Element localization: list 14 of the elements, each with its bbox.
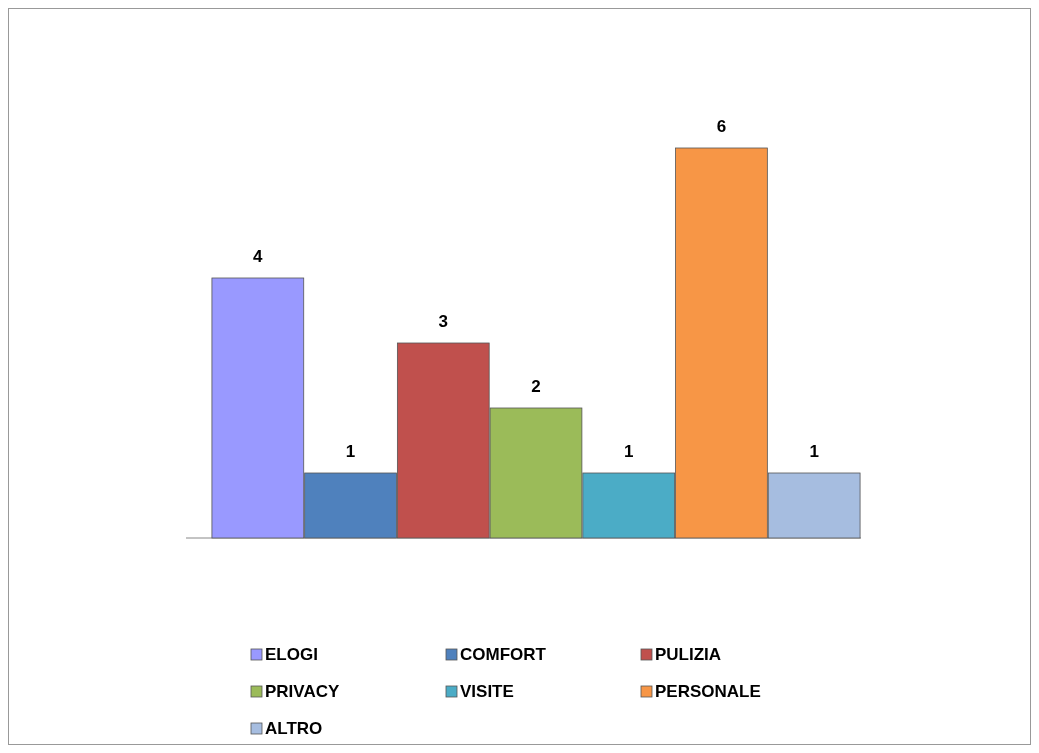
data-label: 3 (438, 312, 449, 331)
data-label: 1 (345, 442, 356, 461)
legend-label: ELOGI (265, 645, 318, 664)
data-label: 4 (253, 247, 264, 266)
legend-label: ALTRO (265, 719, 323, 738)
data-label: 2 (531, 377, 541, 396)
legend-label: PRIVACY (265, 682, 340, 701)
legend-label: PULIZIA (655, 645, 722, 664)
data-label: 6 (716, 117, 727, 136)
legend-label: PERSONALE (655, 682, 761, 701)
legend-label: COMFORT (460, 645, 547, 664)
data-label: 1 (809, 442, 819, 461)
data-label: 1 (623, 442, 634, 461)
legend-label: VISITE (460, 682, 514, 701)
